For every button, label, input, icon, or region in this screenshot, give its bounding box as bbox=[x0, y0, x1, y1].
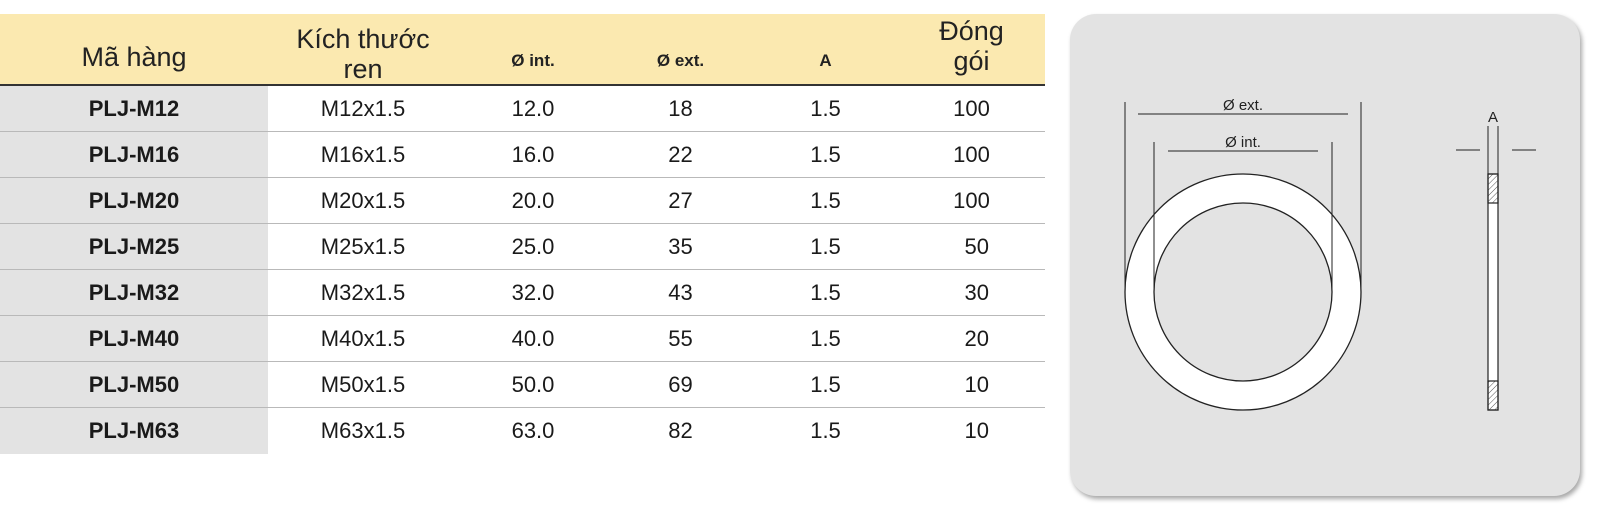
cell-packing: 20 bbox=[964, 326, 989, 351]
header-code: Mã hàng bbox=[81, 42, 187, 72]
header-outer-diameter: Ø ext. bbox=[656, 51, 705, 70]
cell-packing: 10 bbox=[964, 418, 989, 443]
cell-thickness: 1.5 bbox=[810, 372, 841, 397]
table-body: PLJ-M12 M12x1.5 12.0 18 1.5 100 PLJ-M16 … bbox=[0, 86, 1045, 454]
cell-inner-diameter: 12.0 bbox=[511, 96, 555, 121]
cell-outer-diameter: 69 bbox=[668, 372, 693, 397]
cell-code: PLJ-M63 bbox=[0, 408, 268, 454]
cell-outer-diameter: 82 bbox=[668, 418, 693, 443]
table-row: PLJ-M20 M20x1.5 20.0 27 1.5 100 bbox=[0, 178, 1045, 224]
washer-side-hatch-bottom bbox=[1487, 380, 1499, 411]
thickness-label: A bbox=[1488, 109, 1498, 126]
cell-code: PLJ-M40 bbox=[0, 316, 268, 361]
cell-code: PLJ-M16 bbox=[0, 132, 268, 177]
cell-thread-size: M25x1.5 bbox=[320, 234, 406, 259]
cell-inner-diameter: 63.0 bbox=[511, 418, 555, 443]
table-row: PLJ-M25 M25x1.5 25.0 35 1.5 50 bbox=[0, 224, 1045, 270]
cell-outer-diameter: 18 bbox=[668, 96, 693, 121]
table-row: PLJ-M50 M50x1.5 50.0 69 1.5 10 bbox=[0, 362, 1045, 408]
technical-drawing-panel: Ø ext. Ø int. A bbox=[1070, 14, 1580, 496]
cell-thickness: 1.5 bbox=[810, 234, 841, 259]
cell-packing: 30 bbox=[964, 280, 989, 305]
header-thread-size-line2: ren bbox=[343, 54, 383, 84]
cell-inner-diameter: 16.0 bbox=[511, 142, 555, 167]
cell-packing: 100 bbox=[953, 96, 990, 121]
table-row: PLJ-M40 M40x1.5 40.0 55 1.5 20 bbox=[0, 316, 1045, 362]
table-header: Mã hàng Kích thước ren Ø int. Ø ext. A Đ… bbox=[0, 14, 1045, 86]
cell-thread-size: M40x1.5 bbox=[320, 326, 406, 351]
cell-outer-diameter: 22 bbox=[668, 142, 693, 167]
header-thread-size-line1: Kích thước bbox=[296, 24, 430, 54]
header-inner-diameter: Ø int. bbox=[511, 51, 555, 70]
cell-outer-diameter: 43 bbox=[668, 280, 693, 305]
cell-code: PLJ-M25 bbox=[0, 224, 268, 269]
cell-thread-size: M32x1.5 bbox=[320, 280, 406, 305]
washer-side-view bbox=[1487, 173, 1499, 411]
cell-inner-diameter: 25.0 bbox=[511, 234, 555, 259]
header-thread-size: Kích thước ren bbox=[268, 24, 458, 84]
cell-thickness: 1.5 bbox=[810, 418, 841, 443]
cell-outer-diameter: 55 bbox=[668, 326, 693, 351]
cell-packing: 50 bbox=[964, 234, 989, 259]
cell-inner-diameter: 50.0 bbox=[511, 372, 555, 397]
header-packing-line1: Đóng bbox=[939, 16, 1004, 46]
cell-thread-size: M12x1.5 bbox=[320, 96, 406, 121]
cell-thread-size: M20x1.5 bbox=[320, 188, 406, 213]
header-thickness: A bbox=[819, 51, 832, 70]
cell-thickness: 1.5 bbox=[810, 188, 841, 213]
header-packing-line2: gói bbox=[953, 46, 990, 76]
table-row: PLJ-M32 M32x1.5 32.0 43 1.5 30 bbox=[0, 270, 1045, 316]
cell-code: PLJ-M32 bbox=[0, 270, 268, 315]
cell-thickness: 1.5 bbox=[810, 326, 841, 351]
table-row: PLJ-M12 M12x1.5 12.0 18 1.5 100 bbox=[0, 86, 1045, 132]
cell-thread-size: M63x1.5 bbox=[320, 418, 406, 443]
cell-packing: 100 bbox=[953, 188, 990, 213]
table-row: PLJ-M16 M16x1.5 16.0 22 1.5 100 bbox=[0, 132, 1045, 178]
washer-spec-table: Mã hàng Kích thước ren Ø int. Ø ext. A Đ… bbox=[0, 14, 1045, 454]
cell-inner-diameter: 20.0 bbox=[511, 188, 555, 213]
header-packing: Đóng gói bbox=[898, 16, 1045, 76]
cell-thickness: 1.5 bbox=[810, 280, 841, 305]
cell-outer-diameter: 27 bbox=[668, 188, 693, 213]
cell-inner-diameter: 40.0 bbox=[511, 326, 555, 351]
cell-code: PLJ-M20 bbox=[0, 178, 268, 223]
cell-code: PLJ-M50 bbox=[0, 362, 268, 407]
cell-outer-diameter: 35 bbox=[668, 234, 693, 259]
cell-thickness: 1.5 bbox=[810, 96, 841, 121]
cell-thread-size: M16x1.5 bbox=[320, 142, 406, 167]
table-row: PLJ-M63 M63x1.5 63.0 82 1.5 10 bbox=[0, 408, 1045, 454]
ext-dimension-label: Ø ext. bbox=[1223, 97, 1263, 114]
cell-thickness: 1.5 bbox=[810, 142, 841, 167]
washer-drawing: Ø ext. Ø int. A bbox=[1124, 97, 1536, 411]
cell-thread-size: M50x1.5 bbox=[320, 372, 406, 397]
washer-inner-circle bbox=[1153, 202, 1333, 382]
washer-side-hatch-top bbox=[1487, 173, 1499, 204]
cell-packing: 100 bbox=[953, 142, 990, 167]
int-dimension-label: Ø int. bbox=[1225, 134, 1261, 151]
cell-code: PLJ-M12 bbox=[0, 86, 268, 131]
cell-packing: 10 bbox=[964, 372, 989, 397]
cell-inner-diameter: 32.0 bbox=[511, 280, 555, 305]
